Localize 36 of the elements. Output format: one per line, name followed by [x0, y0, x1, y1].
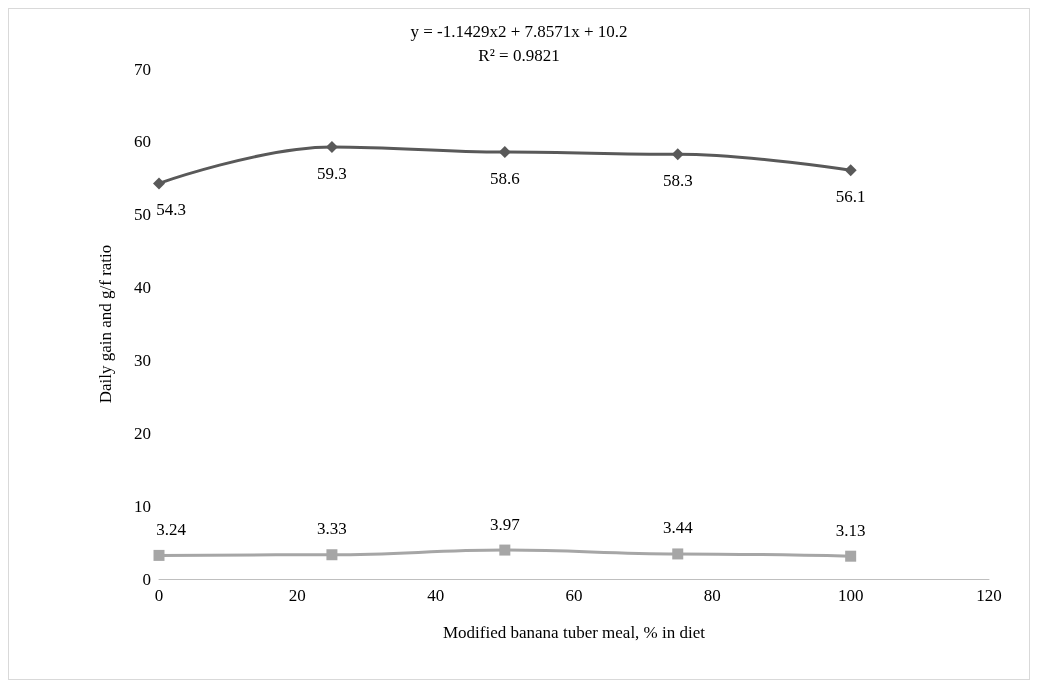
data-label: 58.6 [489, 169, 520, 189]
data-label: 3.33 [317, 519, 347, 539]
data-label: 58.3 [662, 171, 693, 191]
data-label: 3.44 [662, 518, 694, 538]
point [844, 164, 857, 177]
point [499, 544, 511, 556]
y-tick-label: 20 [134, 423, 151, 443]
y-axis-title: Daily gain and g/f ratio [96, 244, 115, 404]
x-tick-label: 40 [427, 586, 445, 605]
y-tick-label: 60 [134, 132, 151, 152]
data-label: 59.3 [317, 163, 347, 183]
y-tick-label: 0 [142, 569, 151, 589]
x-tick-label: 80 [703, 586, 721, 605]
point [845, 550, 857, 562]
data-label: 3.24 [156, 519, 187, 539]
x-axis-title: Modified banana tuber meal, % in diet [443, 623, 706, 642]
data-label: 3.13 [835, 520, 866, 540]
y-tick-label: 30 [134, 350, 151, 370]
y-tick-label: 40 [134, 278, 151, 298]
data-label: 3.97 [489, 514, 521, 534]
x-tick-label: 20 [288, 586, 306, 605]
data-label: 54.3 [156, 200, 186, 220]
x-tick-label: 120 [976, 586, 1002, 605]
text: R² = 0.9821 [478, 46, 560, 65]
y-tick-label: 50 [134, 205, 151, 225]
x-tick-label: 100 [837, 586, 864, 605]
point [326, 549, 338, 561]
point [672, 548, 684, 560]
point [153, 177, 165, 190]
y-tick-label: 70 [134, 59, 151, 79]
y-tick-label: 10 [134, 496, 151, 516]
x-tick-label: 60 [565, 586, 583, 605]
point [153, 549, 165, 561]
x-tick-label: 0 [154, 586, 164, 605]
text: y = -1.1429x2 + 7.8571x + 10.2 [410, 22, 628, 41]
data-label: 56.1 [835, 187, 866, 207]
